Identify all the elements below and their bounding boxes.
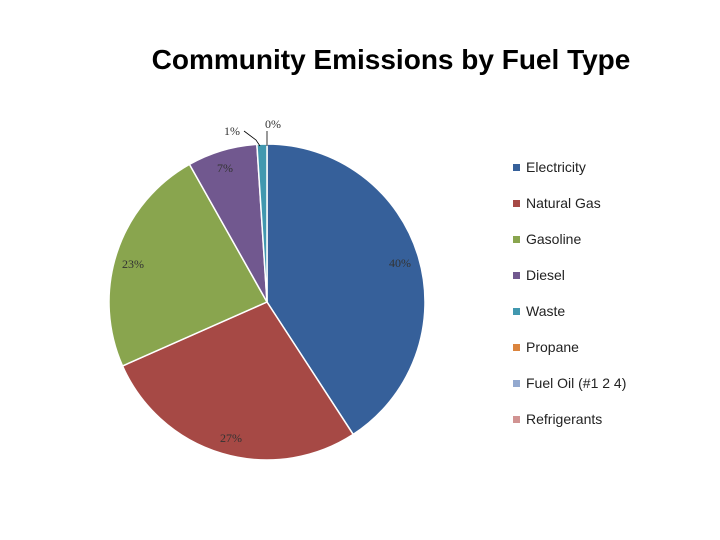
legend-swatch [513,415,520,423]
legend-item-natural-gas: Natural Gas [513,185,626,221]
data-label-diesel: 7% [217,161,233,175]
legend-swatch [513,235,520,243]
data-label-natural-gas: 27% [220,431,242,445]
pie-slice-natural-gas [121,301,355,461]
legend-item-propane: Propane [513,329,626,365]
legend-label: Fuel Oil (#1 2 4) [526,375,627,391]
pie-slice-gasoline [108,163,269,367]
legend-swatch [513,271,520,279]
chart-title: Community Emissions by Fuel Type [151,44,631,75]
data-label-gasoline: 23% [122,257,144,271]
legend-item-electricity: Electricity [513,149,626,185]
legend-item-gasoline: Gasoline [513,221,626,257]
legend-swatch [513,343,520,351]
legend-item-fuel-oil-1-2-4: Fuel Oil (#1 2 4) [513,365,626,401]
legend-label: Diesel [526,267,565,283]
leader-line-waste [243,130,261,147]
data-label-waste: 1% [224,124,240,138]
legend-label: Refrigerants [526,411,603,427]
data-label-electricity: 40% [389,256,411,270]
legend-item-diesel: Diesel [513,257,626,293]
legend-swatch [513,199,520,207]
legend-swatch [513,307,520,315]
legend-label: Waste [526,303,566,319]
legend-label: Gasoline [526,231,582,247]
legend-label: Propane [526,339,579,355]
legend-label: Electricity [526,159,586,175]
legend-swatch [513,379,520,387]
data-label-propane: 0% [265,117,281,131]
legend-swatch [513,163,520,171]
legend-item-waste: Waste [513,293,626,329]
legend-label: Natural Gas [526,195,601,211]
legend: Electricity Natural Gas Gasoline Diesel Wast… [513,149,626,437]
legend-item-refrigerants: Refrigerants [513,401,626,437]
